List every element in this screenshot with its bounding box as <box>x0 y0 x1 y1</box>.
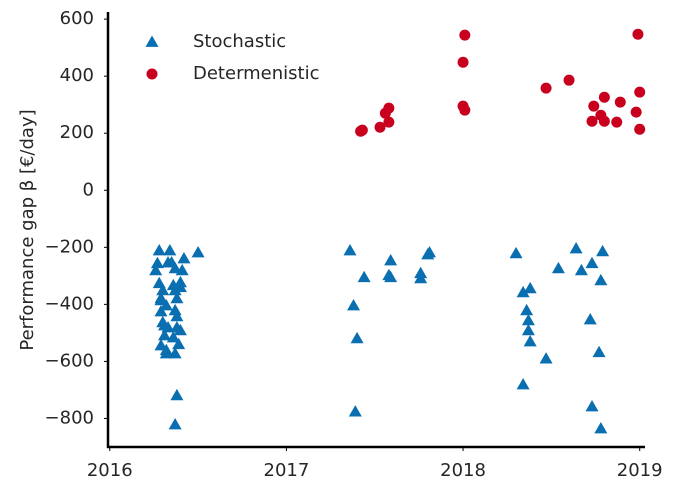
point <box>161 320 175 333</box>
point <box>175 263 189 276</box>
point <box>596 244 610 257</box>
x-tick-label: 2016 <box>87 460 133 481</box>
legend-label: Stochastic <box>193 31 286 52</box>
point <box>152 243 166 256</box>
point <box>168 346 182 359</box>
legend-marker <box>145 35 159 47</box>
point <box>583 312 597 325</box>
point <box>516 285 530 298</box>
point <box>154 338 168 351</box>
point <box>166 330 180 343</box>
y-tick-label: −400 <box>45 293 94 314</box>
point <box>383 102 395 114</box>
point <box>509 246 523 259</box>
point <box>598 115 610 127</box>
point <box>586 115 598 127</box>
legend-label: Determenistic <box>193 63 320 84</box>
point <box>523 334 537 347</box>
y-tick-label: −800 <box>45 407 94 428</box>
point <box>459 29 471 41</box>
point <box>516 378 530 390</box>
point <box>191 245 205 258</box>
point <box>585 256 599 269</box>
point <box>569 241 583 254</box>
point <box>384 270 398 283</box>
point <box>357 270 371 283</box>
point <box>158 328 172 341</box>
point <box>574 263 588 276</box>
point <box>594 273 608 286</box>
point <box>459 104 471 116</box>
point <box>163 243 177 256</box>
point <box>611 116 623 128</box>
point <box>563 74 575 86</box>
point <box>384 253 398 266</box>
point <box>343 243 357 256</box>
point <box>421 247 435 260</box>
point <box>168 283 182 296</box>
point <box>539 352 553 364</box>
point <box>170 320 184 333</box>
y-tick-label: 400 <box>60 65 94 86</box>
point <box>168 417 182 430</box>
point <box>170 388 184 401</box>
y-axis-label: Performance gap β [€/day] <box>17 109 38 350</box>
y-tick-label: 0 <box>83 179 94 200</box>
point <box>630 106 642 118</box>
point <box>585 399 599 412</box>
point <box>521 313 535 326</box>
point <box>156 315 170 328</box>
legend-marker <box>146 68 158 80</box>
point <box>594 421 608 434</box>
point <box>154 293 168 306</box>
y-tick-label: 600 <box>60 8 94 29</box>
point <box>170 309 184 322</box>
point <box>168 303 182 316</box>
x-tick-label: 2019 <box>617 460 663 481</box>
x-tick-label: 2017 <box>264 460 310 481</box>
point <box>588 100 600 112</box>
point <box>540 82 552 94</box>
point <box>414 271 428 284</box>
point <box>350 331 364 344</box>
point <box>457 56 469 68</box>
point <box>598 91 610 103</box>
y-tick-label: −200 <box>45 236 94 257</box>
point <box>356 124 368 136</box>
x-tick-label: 2018 <box>440 460 486 481</box>
point <box>523 281 537 294</box>
point <box>177 251 191 264</box>
y-tick-label: −600 <box>45 350 94 371</box>
point <box>634 123 646 135</box>
point <box>347 299 361 311</box>
point <box>632 28 644 40</box>
point <box>154 305 168 317</box>
point <box>149 263 163 276</box>
point <box>150 256 164 269</box>
point <box>374 121 386 133</box>
y-tick-label: 200 <box>60 122 94 143</box>
point <box>161 255 175 268</box>
point <box>634 86 646 98</box>
point <box>173 275 187 288</box>
point <box>348 405 362 417</box>
point <box>520 303 534 316</box>
point <box>592 345 606 358</box>
point <box>156 283 170 296</box>
point <box>614 96 626 108</box>
point <box>170 291 184 304</box>
point <box>551 261 565 274</box>
point <box>383 116 395 128</box>
point <box>521 323 535 336</box>
point <box>172 337 186 350</box>
point <box>168 261 182 274</box>
